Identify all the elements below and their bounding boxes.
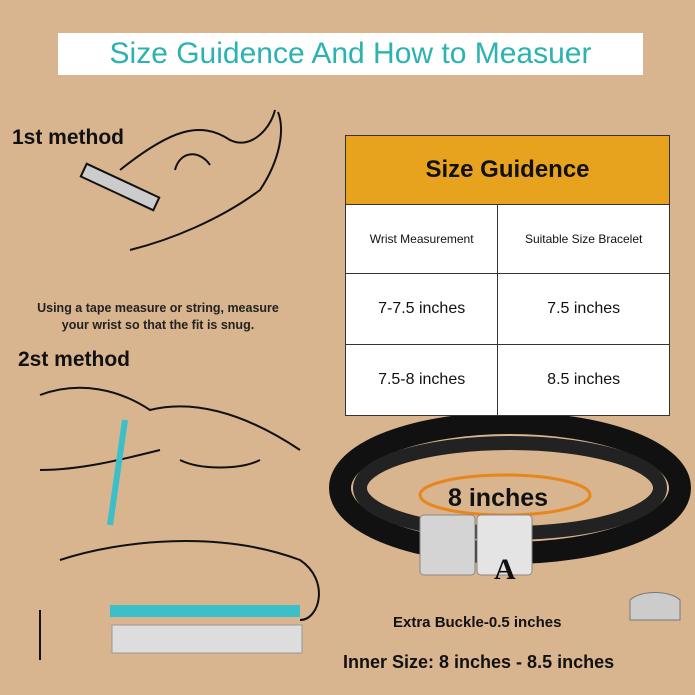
bracelet-illustration [329,412,691,621]
circumference-label: 8 inches [448,484,549,512]
table-title: Size Guidence [345,135,670,205]
description-line-2: your wrist so that the fit is snug. [61,318,255,332]
table-row: 7-7.5 inches 7.5 inches [344,273,670,345]
size-guide-table: Size Guidence Wrist Measurement Suitable… [344,135,670,416]
method-1-description: Using a tape measure or string, measure … [8,300,308,334]
table-cell: 8.5 inches [497,344,670,416]
table-cell: 7.5 inches [497,273,670,345]
extra-buckle-label: Extra Buckle-0.5 inches [393,614,562,631]
inner-size-label: Inner Size: 8 inches - 8.5 inches [343,652,615,672]
wrist-ruler-illustration [79,109,282,251]
table-header: Suitable Size Bracelet [497,204,670,274]
method-2-label: 2st method [18,348,131,371]
buckle-letter: A [494,553,516,586]
description-line-1: Using a tape measure or string, measure [37,301,279,315]
table-cell: 7.5-8 inches [344,344,499,416]
page-title: Size Guidence And How to Measuer [58,33,643,75]
table-row: 7.5-8 inches 8.5 inches [344,344,670,416]
method-1-label: 1st method [12,126,125,149]
table-cell: 7-7.5 inches [344,273,499,345]
hand-tape-illustration [39,386,320,660]
table-header: Wrist Measurement [344,204,499,274]
